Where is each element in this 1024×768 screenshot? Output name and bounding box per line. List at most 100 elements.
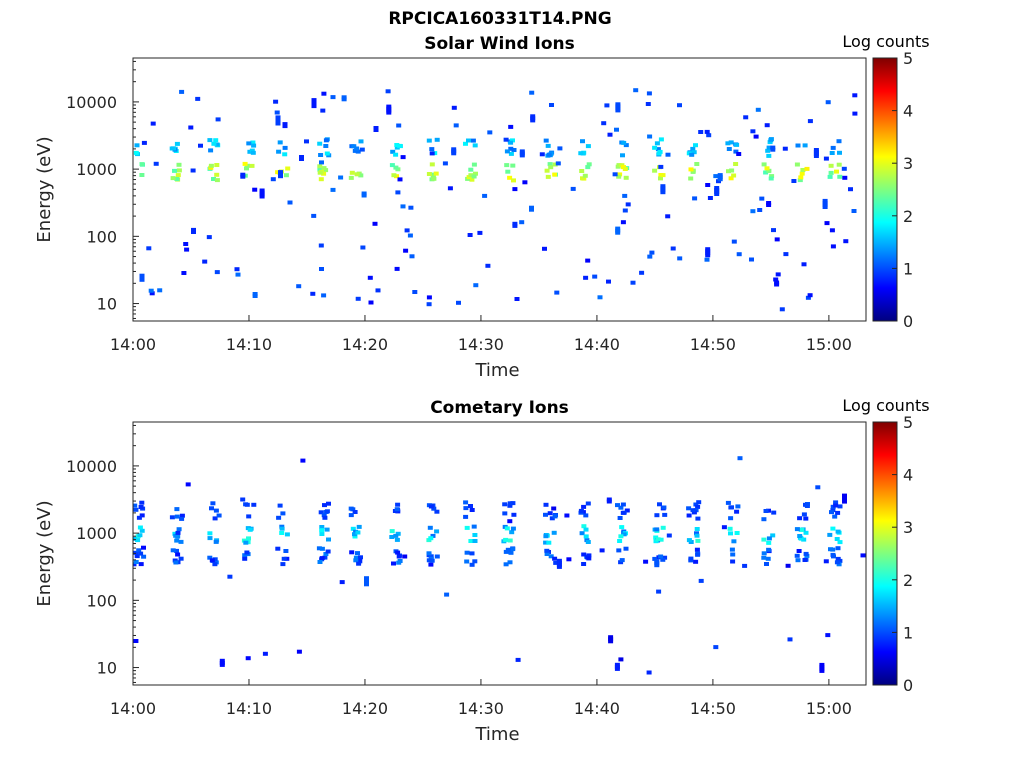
data-cell: [585, 501, 591, 506]
data-cell: [662, 512, 668, 517]
data-cell: [133, 639, 139, 643]
data-cell: [804, 166, 810, 171]
data-cell: [137, 525, 143, 530]
data-cell: [658, 554, 664, 559]
data-cell: [321, 91, 327, 96]
x-tick-label: 14:50: [690, 335, 736, 354]
data-cell: [617, 516, 623, 520]
data-cell: [578, 151, 584, 156]
data-cell: [426, 558, 432, 563]
data-cell: [548, 165, 554, 170]
data-cell: [766, 201, 772, 205]
data-cell: [621, 532, 627, 537]
data-cell: [766, 536, 772, 541]
data-cell: [646, 91, 652, 96]
data-cell: [507, 560, 513, 565]
data-cell: [349, 550, 355, 555]
data-cell: [400, 155, 406, 160]
y-axis-label: Energy (eV): [34, 136, 55, 242]
data-cell: [721, 525, 727, 530]
data-cell: [277, 140, 283, 145]
data-cell: [694, 547, 700, 552]
x-tick-label: 14:10: [226, 335, 272, 354]
data-cell: [321, 293, 327, 298]
data-cell: [614, 127, 619, 132]
data-cell: [551, 530, 557, 535]
data-cell: [581, 524, 587, 529]
colorbar: [872, 57, 898, 322]
data-cell: [646, 670, 652, 675]
data-cell: [616, 548, 622, 553]
data-cell: [428, 562, 434, 567]
data-cell: [389, 529, 395, 534]
data-cell: [618, 534, 624, 539]
data-cell: [227, 574, 233, 579]
panel-title: Cometary Ions: [430, 398, 569, 418]
data-cell: [485, 263, 491, 268]
data-cell: [176, 527, 182, 532]
data-cell: [852, 111, 858, 116]
data-cell: [581, 562, 587, 566]
data-cell: [620, 153, 625, 158]
data-cell: [547, 162, 553, 167]
data-cell: [281, 556, 287, 561]
data-cell: [512, 223, 518, 228]
data-cell: [654, 141, 660, 146]
data-cell: [426, 551, 432, 556]
data-cell: [801, 512, 807, 517]
y-tick-label: 100: [86, 591, 117, 610]
data-cell: [553, 560, 559, 565]
x-tick-label: 14:30: [458, 699, 504, 718]
data-cell: [583, 513, 589, 518]
data-cell: [579, 169, 585, 173]
data-cell: [503, 562, 509, 567]
data-cell: [505, 169, 511, 174]
data-cell: [695, 552, 701, 557]
data-cell: [688, 167, 694, 172]
data-cell: [284, 532, 290, 537]
data-cell: [794, 162, 800, 167]
data-cell: [412, 290, 418, 294]
data-cell: [183, 242, 189, 246]
data-cell: [770, 147, 776, 152]
data-cell: [317, 560, 323, 564]
data-cell: [615, 108, 621, 113]
data-cell: [324, 151, 330, 156]
data-cell: [612, 172, 618, 177]
data-cell: [512, 221, 518, 226]
data-cell: [514, 297, 520, 301]
data-cell: [543, 138, 549, 143]
data-cell: [503, 137, 509, 142]
data-cell: [322, 555, 328, 560]
data-cell: [599, 548, 605, 553]
data-cell: [757, 208, 763, 212]
data-cell: [202, 259, 208, 264]
data-cell: [764, 166, 770, 171]
data-cell: [731, 239, 737, 244]
colorbar-tick-label: 4: [903, 102, 913, 121]
data-cell: [660, 525, 666, 530]
data-cell: [797, 516, 803, 521]
data-cell: [552, 556, 558, 561]
data-cell: [246, 141, 252, 146]
data-cell: [725, 141, 731, 146]
data-cell: [530, 114, 536, 119]
data-cell: [434, 509, 440, 514]
data-cell: [304, 139, 309, 144]
data-cell: [622, 193, 628, 198]
data-cell: [807, 119, 813, 124]
data-cell: [212, 562, 218, 567]
data-cell: [242, 553, 248, 558]
data-cell: [658, 537, 664, 542]
x-tick-label: 14:50: [690, 699, 736, 718]
data-cell: [139, 273, 145, 278]
data-cell: [244, 502, 250, 507]
data-cell: [736, 252, 742, 257]
data-cell: [352, 148, 358, 153]
data-cell: [804, 503, 810, 507]
data-cell: [274, 110, 280, 115]
data-cell: [586, 556, 592, 561]
x-tick-label: 14:40: [574, 699, 620, 718]
data-cell: [139, 500, 145, 505]
